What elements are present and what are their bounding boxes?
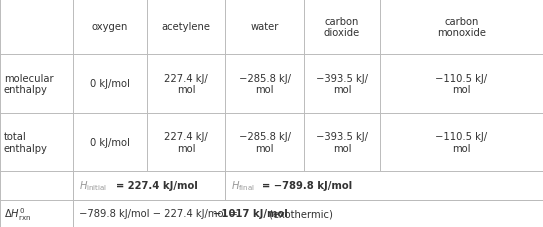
Text: (exothermic): (exothermic) bbox=[266, 208, 333, 218]
Text: 0 kJ/mol: 0 kJ/mol bbox=[90, 138, 130, 147]
Bar bbox=[74, 171, 225, 200]
Text: −393.5 kJ/
mol: −393.5 kJ/ mol bbox=[316, 73, 368, 95]
Text: −1017 kJ/mol: −1017 kJ/mol bbox=[213, 208, 288, 218]
Text: −285.8 kJ/
mol: −285.8 kJ/ mol bbox=[239, 132, 291, 153]
Text: $H_{\rm initial}$: $H_{\rm initial}$ bbox=[79, 179, 107, 192]
Text: $H_{\rm final}$: $H_{\rm final}$ bbox=[231, 179, 255, 192]
Text: molecular
enthalpy: molecular enthalpy bbox=[4, 73, 53, 95]
Text: = −789.8 kJ/mol: = −789.8 kJ/mol bbox=[262, 181, 352, 190]
Text: −110.5 kJ/
mol: −110.5 kJ/ mol bbox=[435, 73, 488, 95]
Bar bbox=[226, 171, 542, 200]
Text: −789.8 kJ/mol − 227.4 kJ/mol =: −789.8 kJ/mol − 227.4 kJ/mol = bbox=[79, 208, 241, 218]
Text: carbon
monoxide: carbon monoxide bbox=[437, 17, 486, 38]
Text: total
enthalpy: total enthalpy bbox=[4, 132, 48, 153]
Text: carbon
dioxide: carbon dioxide bbox=[324, 17, 360, 38]
Text: acetylene: acetylene bbox=[161, 22, 211, 32]
Bar bbox=[74, 200, 542, 227]
Text: water: water bbox=[250, 22, 279, 32]
Text: = 227.4 kJ/mol: = 227.4 kJ/mol bbox=[116, 181, 198, 190]
Text: 0 kJ/mol: 0 kJ/mol bbox=[90, 79, 130, 89]
Text: $\Delta H^0_{\rm rxn}$: $\Delta H^0_{\rm rxn}$ bbox=[4, 205, 31, 222]
Text: −110.5 kJ/
mol: −110.5 kJ/ mol bbox=[435, 132, 488, 153]
Text: 227.4 kJ/
mol: 227.4 kJ/ mol bbox=[164, 73, 208, 95]
Text: −393.5 kJ/
mol: −393.5 kJ/ mol bbox=[316, 132, 368, 153]
Text: −285.8 kJ/
mol: −285.8 kJ/ mol bbox=[239, 73, 291, 95]
Text: 227.4 kJ/
mol: 227.4 kJ/ mol bbox=[164, 132, 208, 153]
Text: oxygen: oxygen bbox=[92, 22, 128, 32]
